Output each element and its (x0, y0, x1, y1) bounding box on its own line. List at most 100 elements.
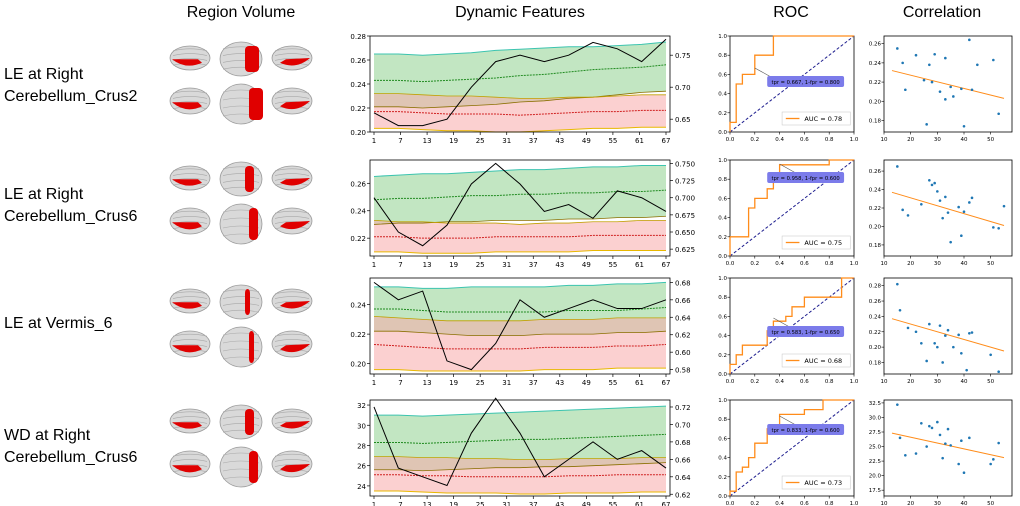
correlation-point (898, 308, 902, 312)
brain-fold-line (172, 291, 208, 295)
region-highlight (172, 179, 202, 186)
green-band-upper-line (374, 41, 667, 56)
roc-x-tick-label: 0.2 (750, 379, 759, 385)
roc-y-tick-label: 0.2 (718, 111, 727, 117)
correlation-point (925, 359, 928, 363)
corr-y-tick-label: 17.5 (869, 488, 882, 494)
correlation-point (997, 112, 1000, 116)
corr-y-tick-label: 0.22 (869, 330, 881, 336)
region-highlight (245, 46, 259, 72)
roc-legend-box (781, 353, 851, 368)
x-tick-label: 31 (502, 137, 511, 145)
brain-fold-line (274, 216, 310, 219)
correlation-point (930, 183, 934, 187)
region-highlight (280, 58, 310, 66)
correlation-point (970, 196, 974, 200)
correlation-point (922, 78, 926, 82)
brain-lobe-shape (169, 165, 211, 191)
correlation-point (944, 98, 947, 101)
dynamic-features-plot-2: 1 7 13 19 25 31 37 43 49 55 61 67 0.26 0.24 0.22 0.750 0… (350, 159, 695, 269)
red-mean-line (374, 109, 666, 116)
brain-fold-line (222, 356, 260, 360)
roc-tooltip-box (767, 75, 845, 87)
corr-y-tick-label: 0.22 (869, 206, 881, 212)
brain-fold-line (274, 90, 310, 94)
brain-fold-line (172, 53, 208, 56)
correlation-plot-frame (883, 159, 1013, 257)
corr-x-tick-label: 50 (987, 501, 994, 506)
corr-y-tick-label: 0.26 (869, 299, 882, 305)
green-mean-line (374, 307, 667, 313)
roc-y-tick-label: 0.4 (718, 92, 727, 98)
red-band-upper-line (374, 456, 666, 461)
region-highlight (280, 301, 310, 309)
corr-x-tick-label: 30 (934, 261, 941, 267)
correlation-fit-line (891, 318, 1005, 352)
roc-legend-box (781, 111, 851, 126)
row-label-3: LE at Vermis_6 (4, 313, 154, 335)
correlation-point (944, 56, 947, 60)
roc-tooltip-text: tpr = 0.667, 1-fpr = 0.800 (772, 80, 840, 86)
dynamic-plot-frame (369, 277, 671, 375)
correlation-point (960, 439, 963, 443)
corr-x-tick-label: 10 (881, 379, 888, 385)
brain-fold-line (172, 216, 208, 219)
correlation-point (928, 63, 931, 67)
region-highlight (172, 345, 202, 353)
roc-tooltip-text: tpr = 0.833, 1-fpr = 0.600 (772, 428, 840, 434)
y-left-tick-label: 0.20 (350, 361, 366, 369)
roc-diagonal-line (729, 35, 855, 133)
correlation-point (938, 433, 942, 437)
correlation-plot-frame (883, 277, 1013, 375)
brain-lobe-shape (219, 284, 263, 320)
correlation-point (962, 210, 966, 213)
y-left-tick-label: 32 (357, 402, 366, 410)
header-roc: ROC (773, 4, 809, 21)
brain-fold-line (274, 411, 310, 415)
brain-lobe-shape (271, 330, 313, 358)
corr-y-tick-label: 0.24 (869, 188, 882, 194)
roc-legend-label: AUC = 0.68 (804, 357, 842, 365)
x-tick-label: 37 (529, 261, 538, 269)
green-mean-line (374, 64, 667, 83)
green-confidence-band (374, 42, 666, 108)
red-mean-line (373, 343, 667, 350)
y-right-tick-label: 0.66 (675, 456, 691, 464)
x-tick-label: 49 (582, 261, 591, 269)
x-tick-label: 19 (449, 137, 458, 145)
roc-x-tick-label: 1.0 (850, 261, 859, 267)
green-confidence-band (374, 165, 666, 225)
corr-x-tick-label: 20 (907, 137, 914, 143)
roc-x-tick-label: 0.8 (825, 137, 834, 143)
correlation-point (968, 38, 971, 42)
brain-fold-line (222, 180, 260, 183)
x-tick-label: 7 (398, 261, 402, 269)
corr-x-tick-label: 50 (987, 137, 994, 143)
y-left-tick-label: 28 (357, 442, 366, 450)
brain-fold-line (172, 173, 208, 176)
region-highlight (249, 208, 258, 240)
correlation-point (896, 165, 899, 168)
correlation-point (904, 453, 907, 457)
correlation-point (928, 424, 931, 428)
region-highlight (172, 102, 202, 110)
correlation-point (960, 87, 963, 91)
region-highlight (172, 302, 202, 309)
y-right-tick-label: 0.64 (675, 474, 691, 482)
x-tick-label: 7 (398, 501, 402, 506)
x-tick-label: 55 (608, 261, 617, 269)
y-left-tick-label: 0.28 (350, 33, 366, 41)
dynamic-features-plot-1: 1 7 13 19 25 31 37 43 49 55 61 67 0.28 0.26 0.24 0.22 0.… (350, 33, 690, 145)
row-label-1: LE at Right Cerebellum_Crus2 (4, 64, 154, 108)
y-right-tick-label: 0.68 (675, 439, 691, 447)
correlation-point (968, 201, 971, 204)
x-tick-label: 67 (662, 501, 671, 506)
x-tick-label: 25 (476, 379, 485, 387)
x-tick-label: 25 (476, 137, 485, 145)
roc-y-tick-label: 0.2 (718, 475, 727, 481)
roc-y-tick-label: 0.6 (718, 196, 727, 202)
brain-render-art-4 (169, 404, 313, 488)
y-left-tick-label: 0.26 (350, 180, 366, 188)
